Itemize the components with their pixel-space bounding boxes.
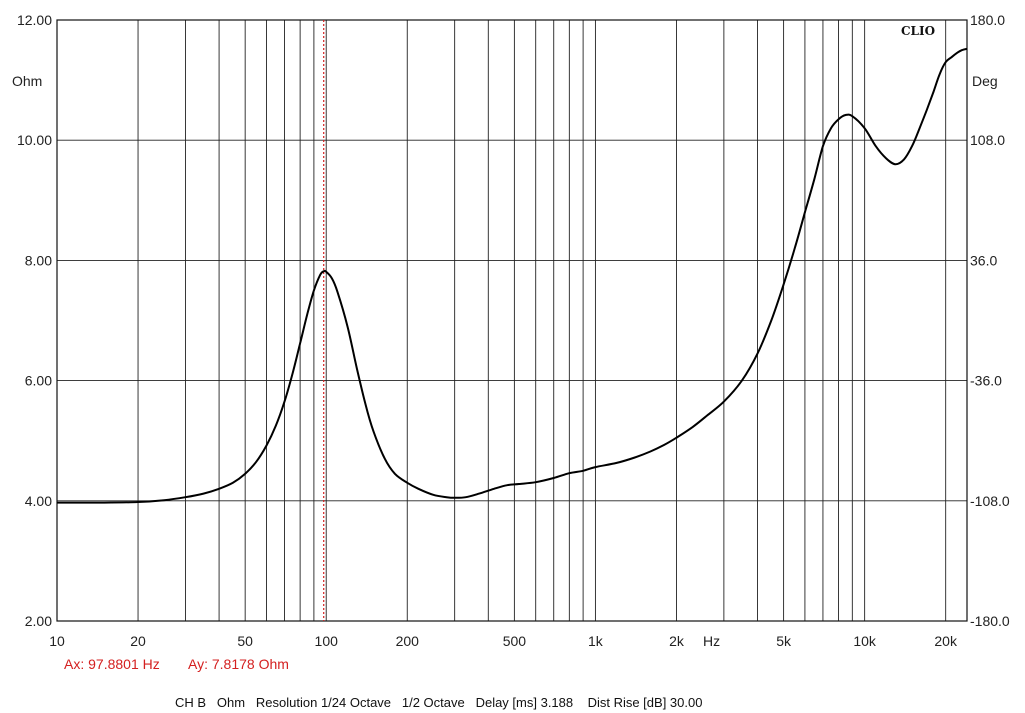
y-left-tick-label: 10.00	[17, 132, 52, 148]
x-unit-label: Hz	[703, 633, 720, 649]
grid-layer	[57, 20, 967, 621]
plot-frame	[56, 19, 968, 622]
x-tick-label: 50	[237, 633, 253, 649]
cursor-y-readout: Ay: 7.8178 Ohm	[188, 656, 289, 672]
footer-settings: CH B Ohm Resolution 1/24 Octave 1/2 Octa…	[175, 695, 702, 710]
brand-label: CLIO	[901, 24, 935, 38]
x-tick-label: 1k	[588, 633, 604, 649]
x-tick-label: 20	[130, 633, 146, 649]
y-left-tick-label: 8.00	[25, 252, 52, 268]
x-tick-label: 500	[503, 633, 527, 649]
x-tick-label: 10k	[853, 633, 877, 649]
impedance-curve	[56, 47, 968, 504]
x-tick-label: 200	[396, 633, 420, 649]
y-left-tick-label: 4.00	[25, 493, 52, 509]
y-left-tick-label: 6.00	[25, 373, 52, 389]
x-tick-label: 20k	[934, 633, 958, 649]
y-right-unit-label: Deg	[972, 73, 998, 89]
cursor-x-readout: Ax: 97.8801 Hz	[64, 656, 160, 672]
x-tick-label: 10	[49, 633, 65, 649]
x-tick-label: 5k	[776, 633, 792, 649]
y-left-tick-label: 2.00	[25, 613, 52, 629]
y-right-tick-label: 180.0	[970, 12, 1005, 28]
y-right-tick-label: -180.0	[970, 613, 1010, 629]
labels-layer: 10 20 50 100 200 500 1k 2k 5k 10k 20k 2.00 4.00 6.00 8…	[17, 12, 1010, 649]
y-right-tick-label: 108.0	[970, 132, 1005, 148]
y-right-tick-label: 36.0	[970, 252, 997, 268]
y-right-tick-label: -36.0	[970, 373, 1002, 389]
x-tick-label: 100	[315, 633, 339, 649]
x-tick-label: 2k	[669, 633, 685, 649]
y-right-tick-label: -108.0	[970, 493, 1010, 509]
y-left-tick-label: 12.00	[17, 12, 52, 28]
y-left-unit-label: Ohm	[12, 73, 42, 89]
